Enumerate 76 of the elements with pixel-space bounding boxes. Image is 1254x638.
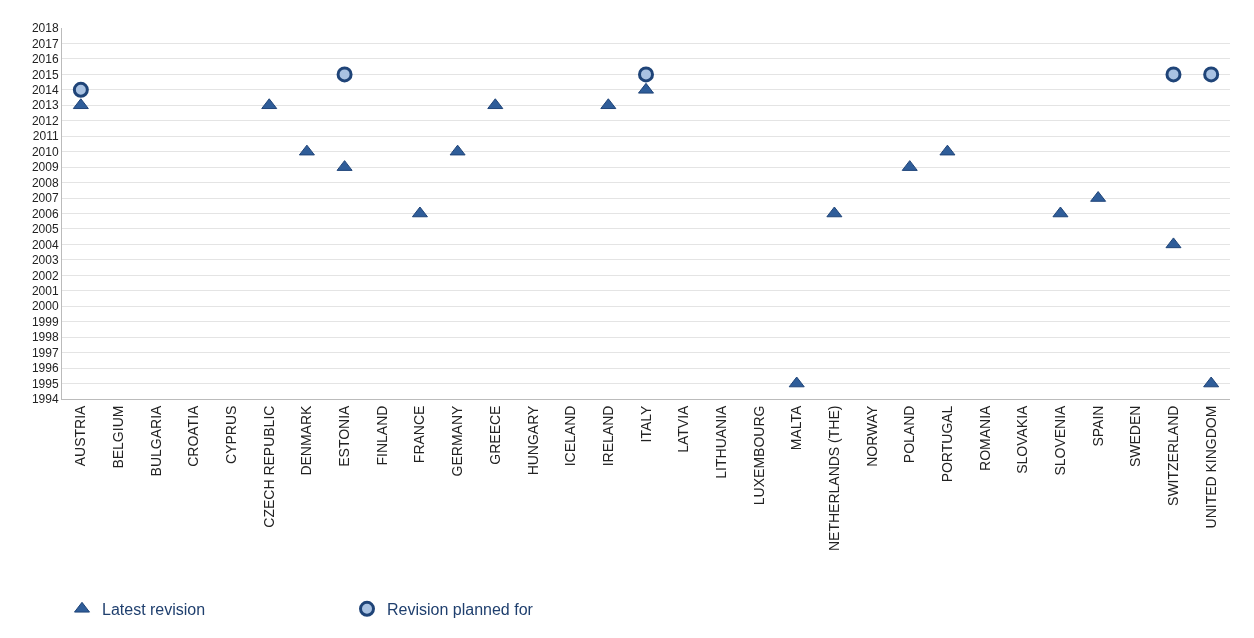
point bbox=[336, 66, 353, 83]
y-tick-label: 2018 bbox=[31, 21, 59, 36]
x-tick-label: UNITED KINGDOM bbox=[1202, 405, 1219, 529]
y-tick-label: 2000 bbox=[31, 299, 59, 314]
y-tick-label: 2007 bbox=[31, 191, 59, 206]
point bbox=[72, 98, 89, 110]
x-tick-label: FINLAND bbox=[373, 405, 390, 466]
y-tick-label: 2011 bbox=[32, 129, 59, 144]
point bbox=[72, 81, 89, 98]
x-tick-label: SPAIN bbox=[1089, 405, 1106, 447]
x-tick-label: SLOVAKIA bbox=[1014, 404, 1031, 474]
x-tick-label: LITHUANIA bbox=[712, 404, 729, 479]
legend-label: Revision planned for bbox=[387, 601, 534, 619]
x-tick-label: ROMANIA bbox=[976, 404, 993, 471]
x-tick-label: ITALY bbox=[637, 404, 654, 443]
x-tick-label: SLOVENIA bbox=[1052, 404, 1068, 476]
point bbox=[1165, 66, 1182, 83]
y-tick-label: 2009 bbox=[31, 160, 59, 175]
y-tick-label: 2005 bbox=[31, 222, 59, 237]
y-tick-label: 1996 bbox=[31, 361, 59, 376]
y-tick-label: 2017 bbox=[31, 36, 59, 51]
x-tick-label: CZECH REPUBLIC bbox=[260, 405, 277, 528]
y-tick-label: 1998 bbox=[31, 330, 59, 345]
x-tick-label: DENMARK bbox=[298, 404, 315, 476]
x-tick-label: BELGIUM bbox=[110, 405, 127, 469]
point bbox=[1203, 66, 1220, 83]
x-tick-label: GREECE bbox=[486, 405, 503, 465]
point bbox=[826, 206, 843, 218]
legend-label: Latest revision bbox=[102, 601, 206, 619]
point bbox=[1052, 206, 1069, 218]
x-tick-label: POLAND bbox=[901, 405, 918, 464]
point bbox=[487, 98, 504, 110]
x-tick-label: HUNGARY bbox=[524, 404, 541, 476]
point bbox=[638, 66, 654, 83]
y-tick-label: 2014 bbox=[31, 83, 59, 98]
x-tick-label: NETHERLANDS (THE) bbox=[825, 405, 842, 552]
point bbox=[411, 206, 428, 218]
y-tick-label: 2012 bbox=[31, 113, 59, 128]
y-tick-label: 1999 bbox=[31, 314, 59, 329]
x-tick-label: MALTA bbox=[788, 404, 805, 451]
x-tick-label: SWEDEN bbox=[1127, 405, 1144, 468]
y-tick-label: 2010 bbox=[31, 144, 59, 159]
point bbox=[449, 144, 466, 156]
y-tick-label: 1997 bbox=[31, 345, 59, 360]
point bbox=[939, 144, 956, 156]
point bbox=[1165, 237, 1182, 249]
x-tick-label: ESTONIA bbox=[336, 404, 353, 467]
x-tick-label: BULGARIA bbox=[147, 404, 164, 477]
y-tick-label: 2013 bbox=[31, 98, 59, 113]
x-tick-label: IRELAND bbox=[599, 405, 616, 467]
y-tick-label: 2003 bbox=[31, 253, 59, 268]
y-tick-label: 2002 bbox=[31, 268, 59, 283]
x-tick-label: NORWAY bbox=[863, 404, 880, 467]
point bbox=[1203, 376, 1220, 388]
x-tick-label: AUSTRIA bbox=[72, 404, 89, 467]
y-tick-label: 2016 bbox=[31, 52, 59, 67]
x-tick-label: LATVIA bbox=[675, 404, 692, 453]
x-tick-label: PORTUGAL bbox=[938, 405, 955, 483]
x-tick-label: FRANCE bbox=[411, 405, 428, 464]
x-tick-label: LUXEMBOURG bbox=[750, 405, 767, 506]
y-tick-label: 2008 bbox=[31, 175, 59, 190]
y-tick-label: 2004 bbox=[31, 237, 59, 252]
point bbox=[261, 98, 278, 110]
point bbox=[788, 376, 805, 388]
point bbox=[600, 98, 617, 110]
y-tick-label: 2006 bbox=[31, 206, 59, 221]
y-tick-label: 2015 bbox=[31, 67, 59, 82]
x-tick-label: SWITZERLAND bbox=[1165, 405, 1182, 506]
y-tick-label: 1994 bbox=[31, 392, 59, 407]
point bbox=[298, 144, 315, 156]
x-tick-label: CYPRUS bbox=[223, 405, 240, 464]
x-tick-label: ICELAND bbox=[562, 405, 579, 467]
x-tick-label: CROATIA bbox=[185, 404, 202, 467]
x-tick-label: GERMANY bbox=[449, 404, 466, 477]
y-tick-label: 1995 bbox=[31, 376, 59, 391]
y-tick-label: 2001 bbox=[31, 283, 59, 298]
